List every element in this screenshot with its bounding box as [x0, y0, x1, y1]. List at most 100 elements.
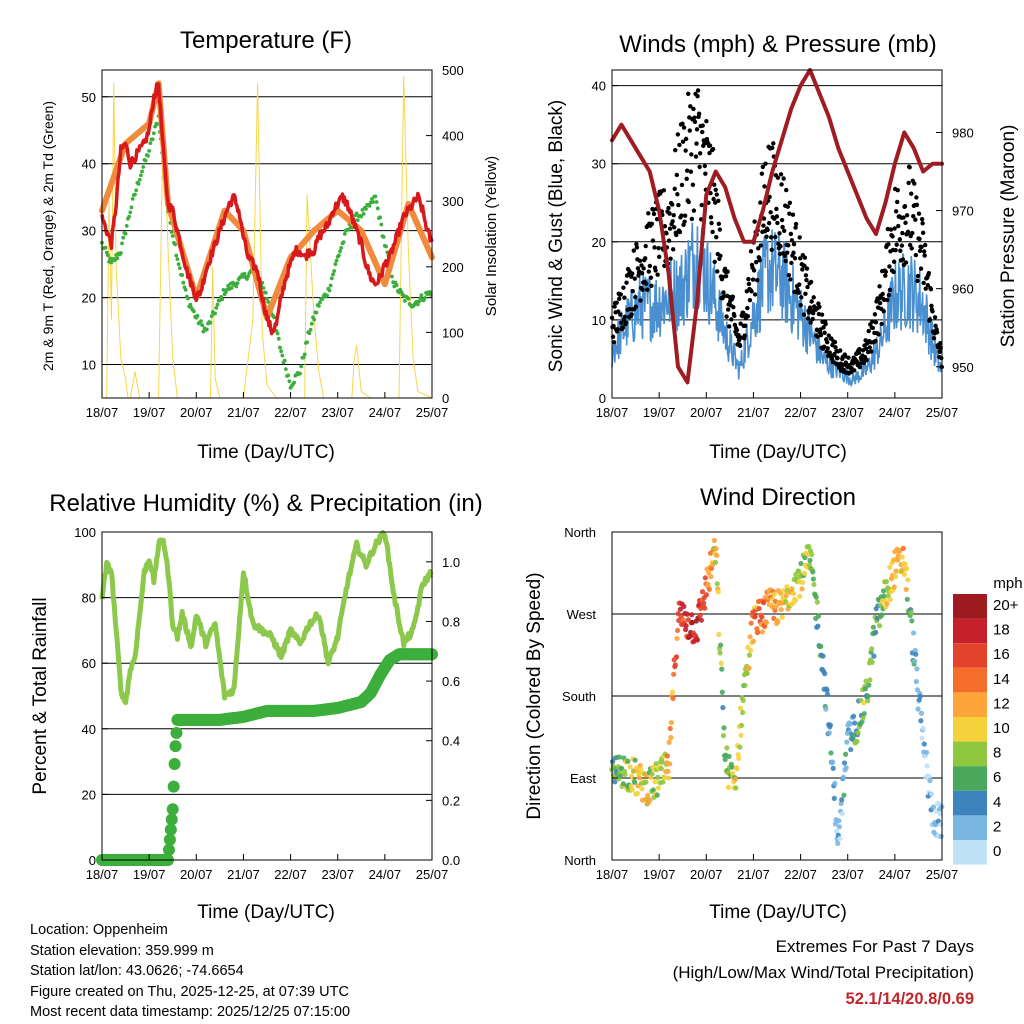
direction-point [867, 677, 873, 683]
gust-point [689, 216, 695, 222]
rh-y2tick-label: 0.2 [442, 793, 460, 808]
gust-point [647, 263, 653, 269]
winds-xlabel: Time (Day/UTC) [709, 442, 847, 463]
dir-ytick-label: North [564, 525, 596, 540]
gust-point [688, 169, 694, 174]
temp-y2tick-label: 100 [442, 325, 464, 340]
direction-point [609, 759, 616, 765]
direction-point [658, 766, 664, 772]
gust-point [690, 182, 696, 187]
dewpoint-point [150, 137, 155, 142]
direction-point [806, 543, 812, 550]
direction-point [629, 786, 635, 793]
dewpoint-point [177, 266, 182, 271]
direction-point [810, 576, 816, 582]
rh-xtick-label: 22/07 [274, 867, 307, 882]
gust-point [835, 356, 840, 361]
gust-point [716, 198, 721, 203]
dewpoint-point [316, 304, 321, 308]
wind-ytick-label: 30 [592, 157, 606, 172]
direction-point [923, 749, 930, 756]
dewpoint-point [133, 192, 137, 197]
rh-plot-frame [101, 531, 433, 861]
gust-point [714, 234, 719, 240]
gust-point [697, 151, 703, 156]
direction-point [904, 596, 910, 602]
gust-point [867, 345, 872, 350]
gust-point [694, 141, 699, 146]
direction-point [775, 618, 781, 625]
dewpoint-point [378, 215, 383, 220]
gust-point [789, 260, 794, 266]
dewpoint-point [359, 214, 364, 219]
dewpoint-point [265, 296, 269, 301]
legend-label: 8 [993, 745, 1001, 762]
gust-point [673, 147, 678, 153]
direction-point [887, 597, 893, 603]
gust-point [721, 290, 726, 295]
temp-ytick-label: 50 [82, 90, 96, 105]
dewpoint-point [367, 203, 372, 208]
gust-point [709, 220, 714, 226]
gust-point [917, 248, 923, 254]
rh-ytick-label: 0 [89, 853, 96, 868]
dewpoint-point [200, 323, 205, 328]
gust-point [818, 327, 823, 332]
dewpoint-point [148, 141, 153, 146]
rh-y2tick-label: 0.4 [442, 734, 460, 749]
gust-point [655, 272, 660, 277]
direction-point [862, 686, 869, 692]
gust-point [821, 344, 827, 349]
gust-point [788, 277, 793, 282]
gust-point [771, 141, 776, 146]
gust-point [778, 172, 784, 177]
gust-point [621, 285, 626, 290]
gust-point [767, 194, 772, 200]
direction-point [913, 678, 919, 685]
precip-point [162, 843, 175, 856]
dewpoint-point [328, 283, 333, 288]
legend-swatch [953, 741, 987, 767]
gust-point [670, 219, 675, 224]
direction-point [865, 693, 871, 699]
gust-point [901, 215, 906, 220]
direction-point [779, 614, 785, 620]
direction-point [836, 818, 842, 824]
gust-point [731, 304, 736, 310]
dewpoint-point [299, 364, 304, 369]
gust-point [914, 195, 919, 200]
direction-point [909, 618, 915, 624]
dewpoint-point [199, 319, 203, 324]
dewpoint-point [341, 240, 346, 245]
dewpoint-point [415, 302, 420, 307]
direction-point [810, 569, 816, 575]
gust-point [787, 200, 793, 206]
direction-point [674, 635, 680, 642]
dewpoint-point [327, 288, 332, 293]
gust-point [800, 267, 805, 272]
gust-point [645, 287, 650, 292]
gust-point [805, 284, 810, 290]
wind-xtick-label: 22/07 [784, 405, 817, 420]
dewpoint-point [234, 284, 239, 289]
gust-point [939, 355, 944, 361]
direction-point [871, 653, 877, 659]
gust-point [808, 279, 814, 285]
wind-xtick-label: 18/07 [596, 405, 629, 420]
gust-point [725, 269, 730, 274]
gust-point [906, 180, 911, 186]
gust-point [830, 342, 835, 348]
gust-point [864, 357, 869, 363]
direction-point [742, 682, 748, 688]
gust-point [898, 248, 903, 253]
direction-point [652, 779, 658, 785]
gust-point [668, 256, 673, 261]
direction-point [654, 792, 660, 798]
direction-point [720, 733, 727, 739]
direction-point [899, 554, 905, 560]
gust-point [792, 256, 798, 261]
gust-point [783, 258, 788, 264]
direction-point [876, 623, 883, 629]
gust-point [811, 310, 816, 316]
gust-point [758, 200, 763, 205]
